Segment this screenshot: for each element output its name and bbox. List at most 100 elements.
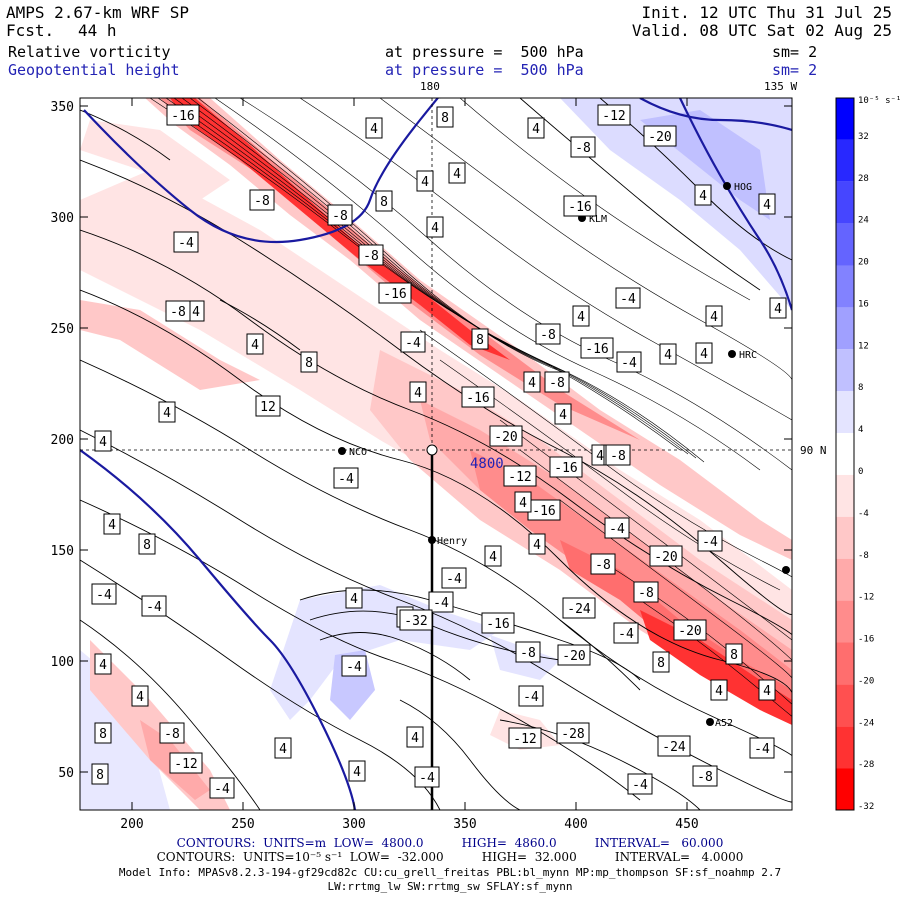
colorbar-tick-label: -8 bbox=[858, 551, 869, 561]
x-tick-label: 250 bbox=[231, 817, 254, 832]
contour-value-text: -4 bbox=[178, 236, 194, 251]
pole-marker bbox=[426, 444, 438, 456]
contour-value-text: -4 bbox=[419, 771, 435, 786]
contour-value-label: -4 bbox=[209, 777, 235, 799]
contour-value-label: 4 bbox=[769, 297, 787, 319]
contour-value-label: 4 bbox=[274, 737, 292, 759]
contour-value-text: -12 bbox=[513, 732, 536, 747]
contour-value-label: -16 bbox=[563, 195, 597, 217]
contour-labels: -16 -8 -4 4 4 8 12 4 4 -8 4 8 4 8 4 4 -8 -8 -16 -4 4 4 4 -8 -12 -… bbox=[91, 104, 787, 799]
init-time: Init. 12 UTC Thu 31 Jul 25 bbox=[641, 3, 892, 22]
field1-name: Relative vorticity bbox=[8, 43, 171, 61]
contour-value-text: -8 bbox=[610, 449, 626, 464]
station-label-hog: HOG bbox=[734, 182, 752, 193]
y-axis-labels: 350 300 250 200 150 100 50 bbox=[51, 100, 74, 781]
contour-value-label: 4 bbox=[158, 401, 176, 423]
contour-value-label: 4 bbox=[484, 545, 502, 567]
contour-value-label: -8 bbox=[535, 323, 561, 345]
contour-value-label: -8 bbox=[692, 765, 718, 787]
contour-value-label: -12 bbox=[508, 727, 542, 749]
station-dot bbox=[728, 350, 736, 358]
contour-value-text: -4 bbox=[446, 572, 462, 587]
contour-value-label: 4 bbox=[416, 170, 434, 192]
contour-value-label: 4 bbox=[514, 491, 532, 513]
contour-value-text: 4 bbox=[108, 518, 116, 533]
contour-value-label: 4 bbox=[345, 587, 363, 609]
station-label-a52: A52 bbox=[715, 718, 733, 729]
colorbar-frame bbox=[835, 97, 855, 811]
contour-value-label: 8 bbox=[94, 722, 112, 744]
contour-value-label: -4 bbox=[341, 655, 367, 677]
colorbar-tick-label: 28 bbox=[858, 174, 869, 184]
contour-value-label: 4 bbox=[527, 117, 545, 139]
colorbar-swatch bbox=[836, 223, 854, 266]
contour-value-text: -20 bbox=[494, 430, 517, 445]
contour-value-label: -4 bbox=[414, 766, 440, 788]
contour-value-label: -4 bbox=[616, 351, 642, 373]
contour-value-label: 4 bbox=[246, 333, 264, 355]
y-tick-label: 300 bbox=[51, 211, 74, 226]
contour-value-text: 4 bbox=[700, 347, 708, 362]
contour-value-label: -4 bbox=[173, 231, 199, 253]
x-tick-label: 200 bbox=[120, 817, 143, 832]
model-info: Model Info: MPASv8.2.3-194-gf29cd82c CU:… bbox=[118, 866, 782, 879]
lat-label-90n: 90 N bbox=[800, 444, 827, 457]
contour-value-text: -16 bbox=[532, 504, 555, 519]
contour-value-text: -4 bbox=[618, 627, 634, 642]
contour-value-label: 4 bbox=[758, 679, 776, 701]
contour-value-text: -16 bbox=[466, 391, 489, 406]
contour-value-text: 4 bbox=[664, 348, 672, 363]
contour-value-label: 12 bbox=[255, 395, 281, 417]
height-contour-info: CONTOURS: UNITS=m LOW= 4800.0 HIGH= 4860… bbox=[176, 836, 724, 850]
colorbar-swatch bbox=[836, 768, 854, 810]
colorbar-swatch bbox=[836, 391, 854, 434]
contour-value-label: -16 bbox=[166, 104, 200, 126]
contour-value-text: 8 bbox=[99, 727, 107, 742]
contour-value-text: 8 bbox=[96, 768, 104, 783]
field2-level: at pressure = 500 hPa bbox=[385, 61, 584, 79]
x-tick-label: 400 bbox=[564, 817, 587, 832]
contour-value-text: -4 bbox=[214, 782, 230, 797]
contour-value-label: 4 bbox=[710, 679, 728, 701]
contour-value-label: -4 bbox=[141, 595, 167, 617]
contour-value-label: -8 bbox=[590, 553, 616, 575]
contour-value-label: -20 bbox=[643, 125, 677, 147]
contour-value-label: 4 bbox=[94, 653, 112, 675]
contour-value-label: 4 bbox=[448, 162, 466, 184]
contour-value-text: -16 bbox=[554, 461, 577, 476]
plot-frame bbox=[79, 97, 793, 811]
colorbar-swatch bbox=[836, 516, 854, 559]
axis-ticks bbox=[80, 98, 792, 810]
contour-value-label: 8 bbox=[375, 190, 393, 212]
contour-value-label: -4 bbox=[613, 622, 639, 644]
contour-value-label: 4 bbox=[131, 685, 149, 707]
contour-value-label: -20 bbox=[673, 619, 707, 641]
contour-value-text: 4 bbox=[353, 765, 361, 780]
contour-value-label: -20 bbox=[489, 425, 523, 447]
contour-value-text: 8 bbox=[657, 656, 665, 671]
contour-value-text: -4 bbox=[609, 522, 625, 537]
contour-value-label: 4 bbox=[572, 305, 590, 327]
contour-value-label: -12 bbox=[503, 465, 537, 487]
contour-value-text: -4 bbox=[632, 778, 648, 793]
contour-value-text: 4 bbox=[251, 338, 259, 353]
geopotential-contours bbox=[80, 98, 792, 810]
colorbar-tick-label: -24 bbox=[858, 718, 874, 728]
forecast-hour: 44 h bbox=[78, 21, 117, 40]
colorbar-tick-label: -16 bbox=[858, 635, 874, 645]
contour-value-text: 4 bbox=[533, 538, 541, 553]
contour-value-label: 4 bbox=[348, 760, 366, 782]
station-dot bbox=[723, 182, 731, 190]
contour-value-label: -8 bbox=[570, 136, 596, 158]
contour-value-text: -12 bbox=[174, 757, 197, 772]
contour-value-label: 4 bbox=[705, 305, 723, 327]
contour-value-text: 4 bbox=[532, 122, 540, 137]
contour-value-text: -4 bbox=[433, 596, 449, 611]
contour-value-text: 8 bbox=[143, 538, 151, 553]
contour-value-text: -8 bbox=[540, 328, 556, 343]
colorbar-swatch bbox=[836, 600, 854, 643]
contour-value-label: -16 bbox=[481, 612, 515, 634]
colorbar-swatch bbox=[836, 558, 854, 601]
y-tick-label: 100 bbox=[51, 655, 74, 670]
contour-value-label: -20 bbox=[557, 644, 591, 666]
